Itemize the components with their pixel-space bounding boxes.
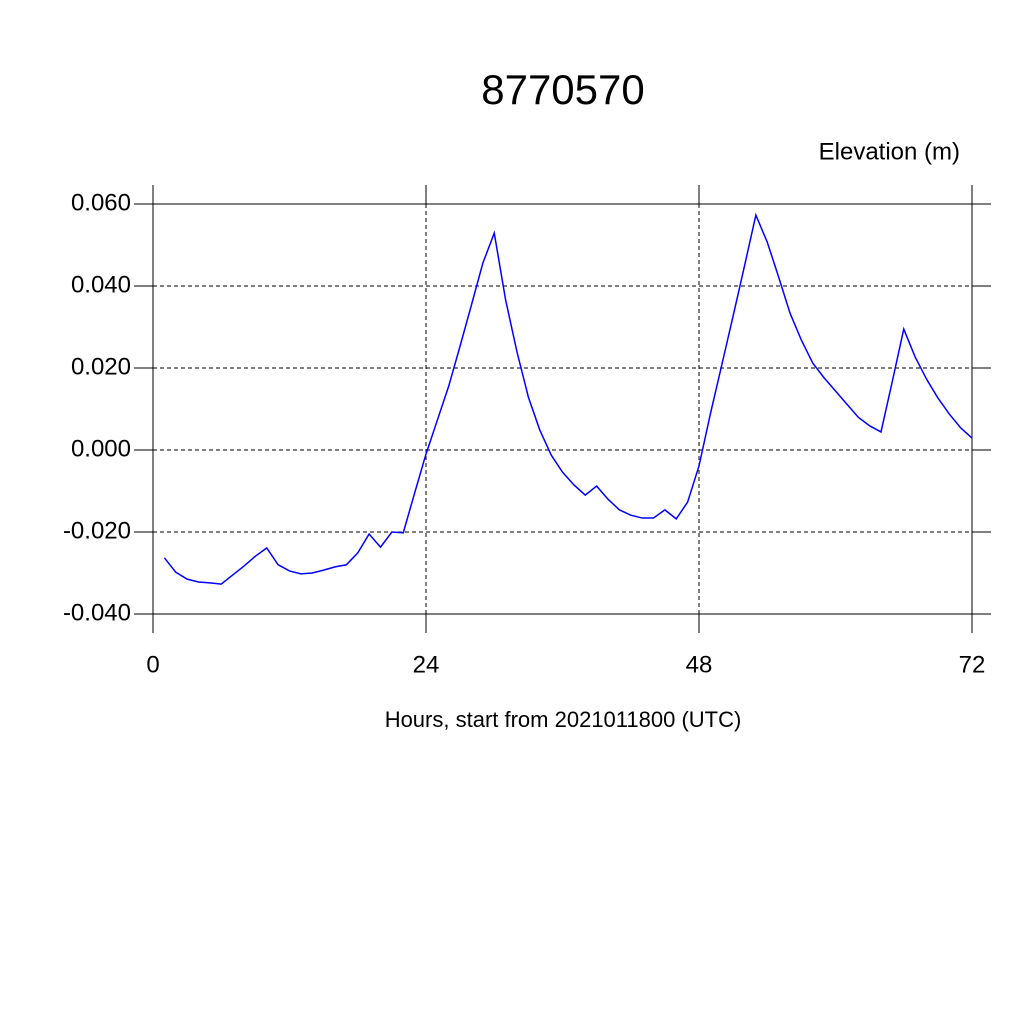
y-axis-title: Elevation (m) xyxy=(819,138,960,165)
x-tick-label: 48 xyxy=(686,651,713,678)
y-tick-label: 0.060 xyxy=(71,189,131,216)
x-tick-label: 24 xyxy=(413,651,440,678)
x-tick-label: 0 xyxy=(146,651,159,678)
y-tick-label: 0.000 xyxy=(71,435,131,462)
y-tick-label: 0.040 xyxy=(71,271,131,298)
y-tick-label: -0.040 xyxy=(63,599,131,626)
y-tick-label: -0.020 xyxy=(63,517,131,544)
x-axis-title: Hours, start from 2021011800 (UTC) xyxy=(385,707,742,732)
x-tick-label: 72 xyxy=(959,651,986,678)
data-line xyxy=(163,212,973,585)
y-tick-label: 0.020 xyxy=(71,353,131,380)
chart-title: 8770570 xyxy=(481,66,645,113)
